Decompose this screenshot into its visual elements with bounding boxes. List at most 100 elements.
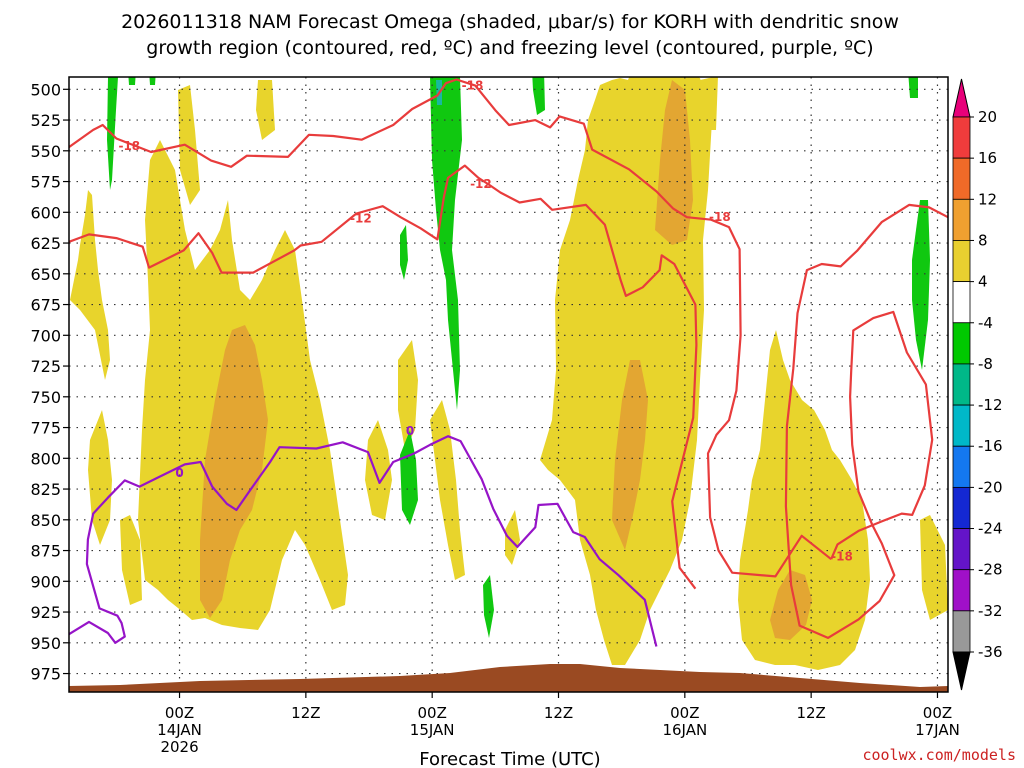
y-tick-label: 650 [30,265,61,284]
omega-fill-positive [256,80,275,140]
omega-fill-negative [532,77,545,115]
colorbar-swatch [952,363,971,406]
omega-fill-positive [365,420,392,520]
colorbar-bottom-cap [952,651,971,691]
y-tick-label: 675 [30,296,61,315]
contour-lines [69,78,948,647]
colorbar-label: 12 [978,190,997,208]
omega-fill-negative [128,77,136,85]
colorbar-label: 20 [978,108,997,126]
colorbar-swatch [952,240,971,283]
credit-text: coolwx.com/models [862,746,1016,764]
y-tick-label: 825 [30,480,61,499]
omega-fill-negative [400,225,408,280]
contour-label: -12 [350,211,372,225]
colorbar: 20 16 12 8 4 -4 -8 -12 -16 -20 -24 -28 -32 -36 [952,78,1003,691]
colorbar-label: -32 [978,602,1003,620]
x-tick-year: 2026 [160,738,198,756]
y-tick-label: 700 [30,326,61,345]
omega-fill-negative [149,77,156,85]
omega-fill-positive [430,400,465,580]
x-tick-label: 12Z [544,704,573,722]
contour-label: -18 [462,79,484,93]
omega-fill-negative [908,77,918,98]
colorbar-label: -16 [978,437,1003,455]
y-tick-label: 800 [30,449,61,468]
y-tick-label: 850 [30,511,61,530]
contour-line [784,203,948,639]
omega-fill-positive [120,515,142,605]
colorbar-swatch [952,157,971,200]
x-tick-date: 15JAN [410,721,455,739]
colorbar-swatch [952,610,971,653]
y-tick-label: 775 [30,419,61,438]
y-tick-label: 600 [30,203,61,222]
plot-frame [68,76,949,693]
x-tick-label: 00Z [417,704,446,722]
grid [69,77,948,692]
colorbar-swatch [952,198,971,241]
colorbar-swatch [952,569,971,612]
colorbar-label: 16 [978,149,997,167]
colorbar-label: -36 [978,643,1003,661]
plot-area: -18 -18 -12 -12 -18 -18 0 0 [68,76,949,693]
chart-title-line-1: 2026011318 NAM Forecast Omega (shaded, μ… [121,11,899,33]
colorbar-label: 8 [978,231,988,249]
y-tick-label: 925 [30,603,61,622]
omega-fill-negative [483,575,494,638]
x-tick-label: 12Z [796,704,825,722]
colorbar-swatch [952,445,971,488]
contour-line [69,78,832,578]
colorbar-label: -4 [978,314,993,332]
y-tick-label: 525 [30,111,61,130]
colorbar-swatch [952,281,971,324]
contour-label: -18 [709,210,731,224]
y-tick-label: 500 [30,80,61,99]
omega-fill-positive [398,340,418,450]
omega-fill-negative [430,77,462,410]
colorbar-swatch [952,528,971,571]
colorbar-swatch [952,486,971,529]
colorbar-swatch [952,322,971,365]
y-axis: 500 525 550 575 600 625 650 675 700 725 750 775 800 8… [30,80,69,684]
x-tick-label: 00Z [923,704,952,722]
omega-fill-positive [596,105,610,190]
omega-fill-strong [612,360,648,550]
omega-fill-strong [655,80,693,245]
y-tick-label: 950 [30,634,61,653]
y-tick-label: 875 [30,542,61,561]
x-tick-label: 00Z [165,704,194,722]
y-tick-label: 625 [30,234,61,253]
contour-labels: -18 -18 -12 -12 -18 -18 0 0 [118,79,852,564]
colorbar-label: -12 [978,396,1003,414]
omega-fill-positive [505,510,520,565]
omega-fill-positive [700,77,718,130]
colorbar-label: 4 [978,273,988,291]
colorbar-label: -28 [978,561,1003,579]
y-tick-label: 575 [30,173,61,192]
x-tick-date: 14JAN [157,721,202,739]
colorbar-swatch [952,116,971,159]
y-tick-label: 750 [30,388,61,407]
omega-fill-positive [70,190,110,380]
colorbar-top-cap [952,78,971,118]
omega-fill-strong [200,325,268,618]
x-tick-label: 00Z [670,704,699,722]
contour-line [69,435,658,647]
contour-line [69,164,698,590]
y-tick-label: 550 [30,142,61,161]
contour-label: -12 [470,177,492,191]
omega-fill-positive [738,330,870,670]
terrain-surface [69,664,948,692]
omega-fill-strong [770,570,812,640]
colorbar-swatch [952,404,971,447]
y-tick-label: 725 [30,357,61,376]
omega-fill-positive [178,85,200,205]
chart-title-line-2: growth region (contoured, red, ºC) and f… [146,37,873,59]
contour-label: -18 [118,139,140,153]
colorbar-label: -8 [978,355,993,373]
omega-shading [70,77,948,670]
x-tick-date: 16JAN [662,721,707,739]
